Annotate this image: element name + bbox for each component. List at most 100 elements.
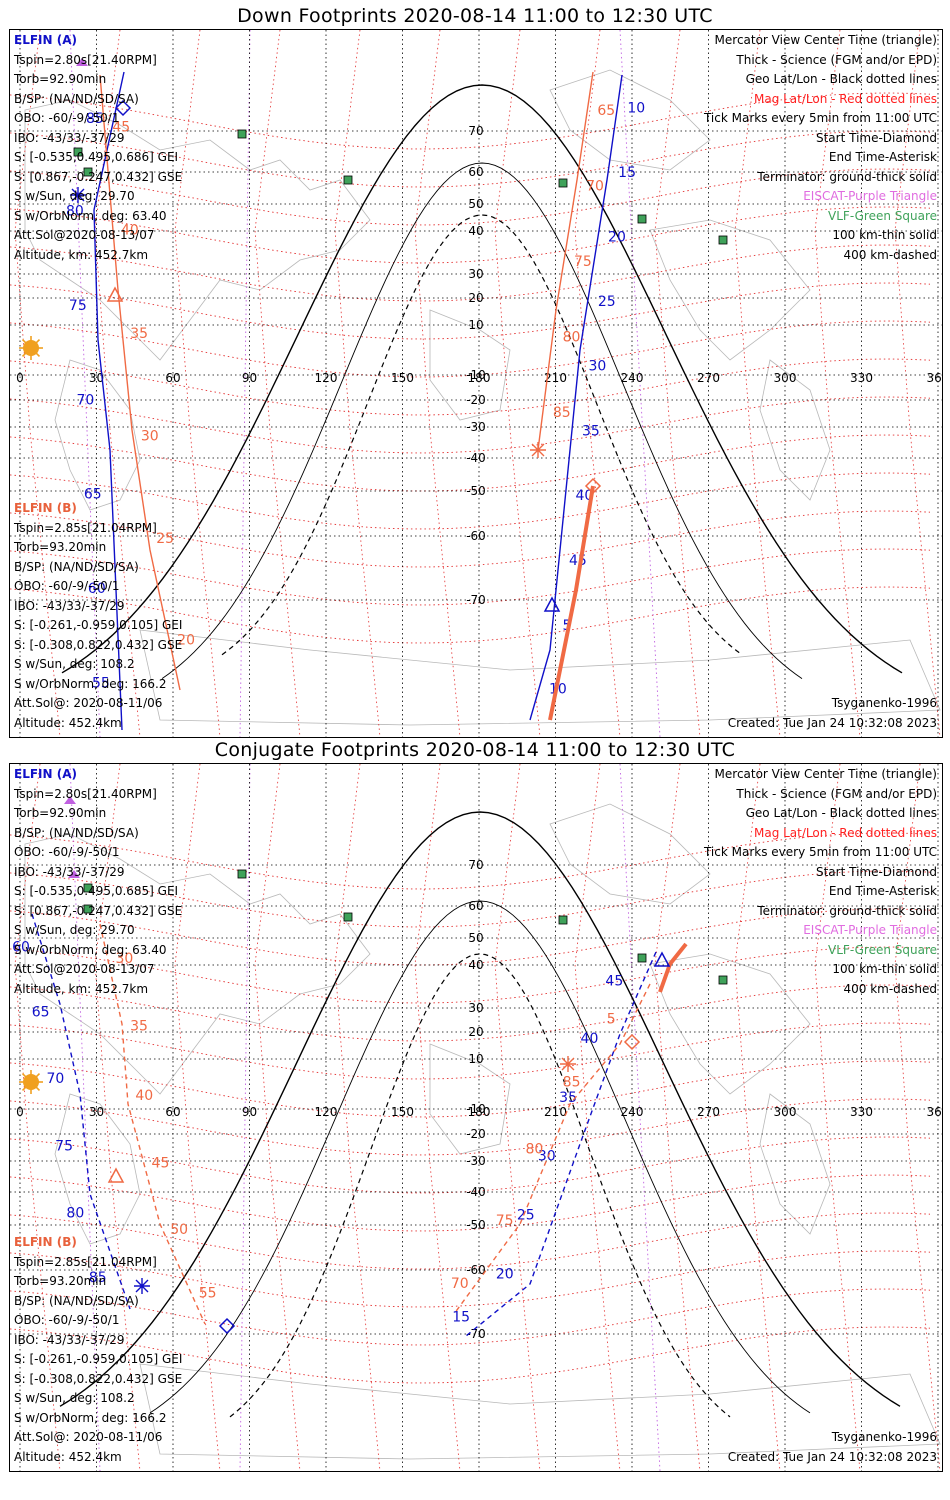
mag-lon-line [334,30,381,737]
terminator-400km [229,953,731,1418]
track-a2-label: 20 [608,229,626,245]
elfin-info-block: ELFIN (B) Tspin=2.85s[21.04RPM] Torb=93.20… [14,1233,182,1467]
info-line: S w/OrbNorm, deg: 166.2 [14,1410,167,1425]
elfin-a-track-1 [93,71,125,731]
track-a-label: 65 [32,1005,50,1021]
coastline-1 [54,1093,141,1245]
info-line: Thick - Science (FGM and/or EPD) [736,52,937,67]
track-a-label: 80 [66,1205,84,1221]
info-line: EISCAT-Purple Triangle [803,923,937,937]
lat-tick-label: -50 [466,1218,486,1232]
lat-tick-label: 60 [468,899,483,913]
track-a-label: 85 [89,1270,107,1286]
start-diamond-b [584,477,602,495]
eiscat-line [69,764,101,1471]
lat-tick-label: 50 [468,931,483,945]
coastline-3 [649,953,811,1095]
track-a-label: 70 [76,392,94,408]
mag-lat-line [10,984,931,1042]
track-a-label: 75 [55,1139,73,1155]
sun-icon [19,1070,43,1094]
coastline-1 [54,359,141,511]
sun-disk [23,1074,39,1090]
mag-lat-line [10,1098,931,1156]
track-b-label: 35 [130,1019,148,1035]
elfin-b-science-segment [658,942,688,993]
info-line: Start Time-Diamond [815,864,937,879]
coastline-4 [759,1093,831,1235]
info-line: B/SP: (NA/ND/SD/SA) [14,91,139,106]
track-b2-label: 75 [574,254,592,270]
lat-tick-label: 20 [468,291,483,305]
lon-tick-label: 330 [850,1105,873,1119]
mag-lon-line [494,30,541,737]
eiscat-line [239,764,251,1471]
info-line: S w/OrbNorm, deg: 63.40 [14,208,167,223]
info-line: IBO: -43/33/-37/29 [14,1332,125,1347]
lat-tick-label: 70 [468,858,483,872]
info-line: Mercator View Center Time (triangle) [714,767,937,781]
model-label: Tsyganenko-1996 [831,696,937,710]
lon-tick-label: 0 [16,371,24,385]
track-a-label: 60 [88,581,106,597]
mag-lat-line [10,586,931,644]
lat-tick-label: -10 [466,368,486,382]
center-triangle-a [653,951,671,967]
lon-tick-label: 30 [89,1105,104,1119]
lat-tick-label: 30 [468,267,483,281]
end-asterisk-b [530,442,546,458]
info-line: Mag Lat/Lon - Red dotted lines [753,825,937,840]
terminator-thick [59,811,901,1407]
elfin-b-track-1 [99,923,206,1325]
info-line: 400 km-dashed [843,981,937,996]
info-line: S: [-0.261,-0.959,0.105] GEI [14,618,183,632]
eiscat-triangle-icon [76,58,88,66]
track-a-label: 55 [92,676,110,692]
lat-tick-label: 40 [468,958,483,972]
start-diamond-b [623,1033,641,1051]
info-line: ELFIN (B) [14,1235,77,1249]
track-b-label: 20 [177,632,195,648]
vlf-square-icon [83,883,93,893]
track-a-label: 80 [66,204,84,220]
track-b-label: 55 [199,1285,217,1301]
map-panel-conjugate: 0 30 60 90 120 150 180 210 240 270 300 330 360 70 60 50… [9,763,943,1472]
mag-lon-line [174,764,221,1471]
elfin-b-track-2 [453,983,651,1315]
lon-tick-label: 180 [468,371,491,385]
info-line: Tspin=2.85s[21.04RPM] [14,1254,157,1269]
mag-lon-line [654,30,701,737]
lon-tick-label: 240 [621,371,644,385]
vlf-square-icon [718,975,728,985]
track-b-label: 25 [156,531,174,547]
map-panel-down: 0 30 60 90 120 150 180 210 240 270 300 330 360 70 60 50… [9,29,943,738]
info-line: S: [-0.308,0.822,0.432] GSE [14,637,183,652]
lon-tick-label: 270 [697,371,720,385]
track-b-label: 40 [135,1088,153,1104]
vlf-square-icon [343,175,353,185]
info-line: Thick - Science (FGM and/or EPD) [736,786,937,801]
track-a2-label: 15 [452,1309,470,1325]
coastlines [24,803,941,1460]
track-b-label: 45 [112,120,130,136]
terminator-100km [161,162,803,679]
lon-tick-label: 150 [391,1105,414,1119]
info-line: OBO: -60/-9/-50/1 [14,111,120,125]
mag-lon-line [574,764,621,1471]
info-line: Tick Marks every 5min from 11:00 UTC [703,111,937,125]
mag-lon-line [894,764,941,1471]
vlf-square-icon [558,915,568,925]
track-a2-label: 20 [496,1266,514,1282]
vlf-square-icon [83,167,93,177]
track-a2-label: 35 [582,423,600,439]
info-line: S w/OrbNorm, deg: 63.40 [14,942,167,957]
mag-lat-line [10,908,931,966]
map-svg: 0 30 60 90 120 150 180 210 240 270 300 330 360 70 60 50… [10,30,942,737]
info-line: Att.Sol@2020-08-13/07 [14,228,155,242]
elfin-b-track-1 [99,74,181,691]
lon-tick-label: 180 [468,1105,491,1119]
mag-lon-line [654,764,701,1471]
info-line: Tspin=2.80s[21.40RPM] [14,786,157,801]
model-label: Tsyganenko-1996 [831,1430,937,1444]
mag-lat-line [10,282,931,340]
